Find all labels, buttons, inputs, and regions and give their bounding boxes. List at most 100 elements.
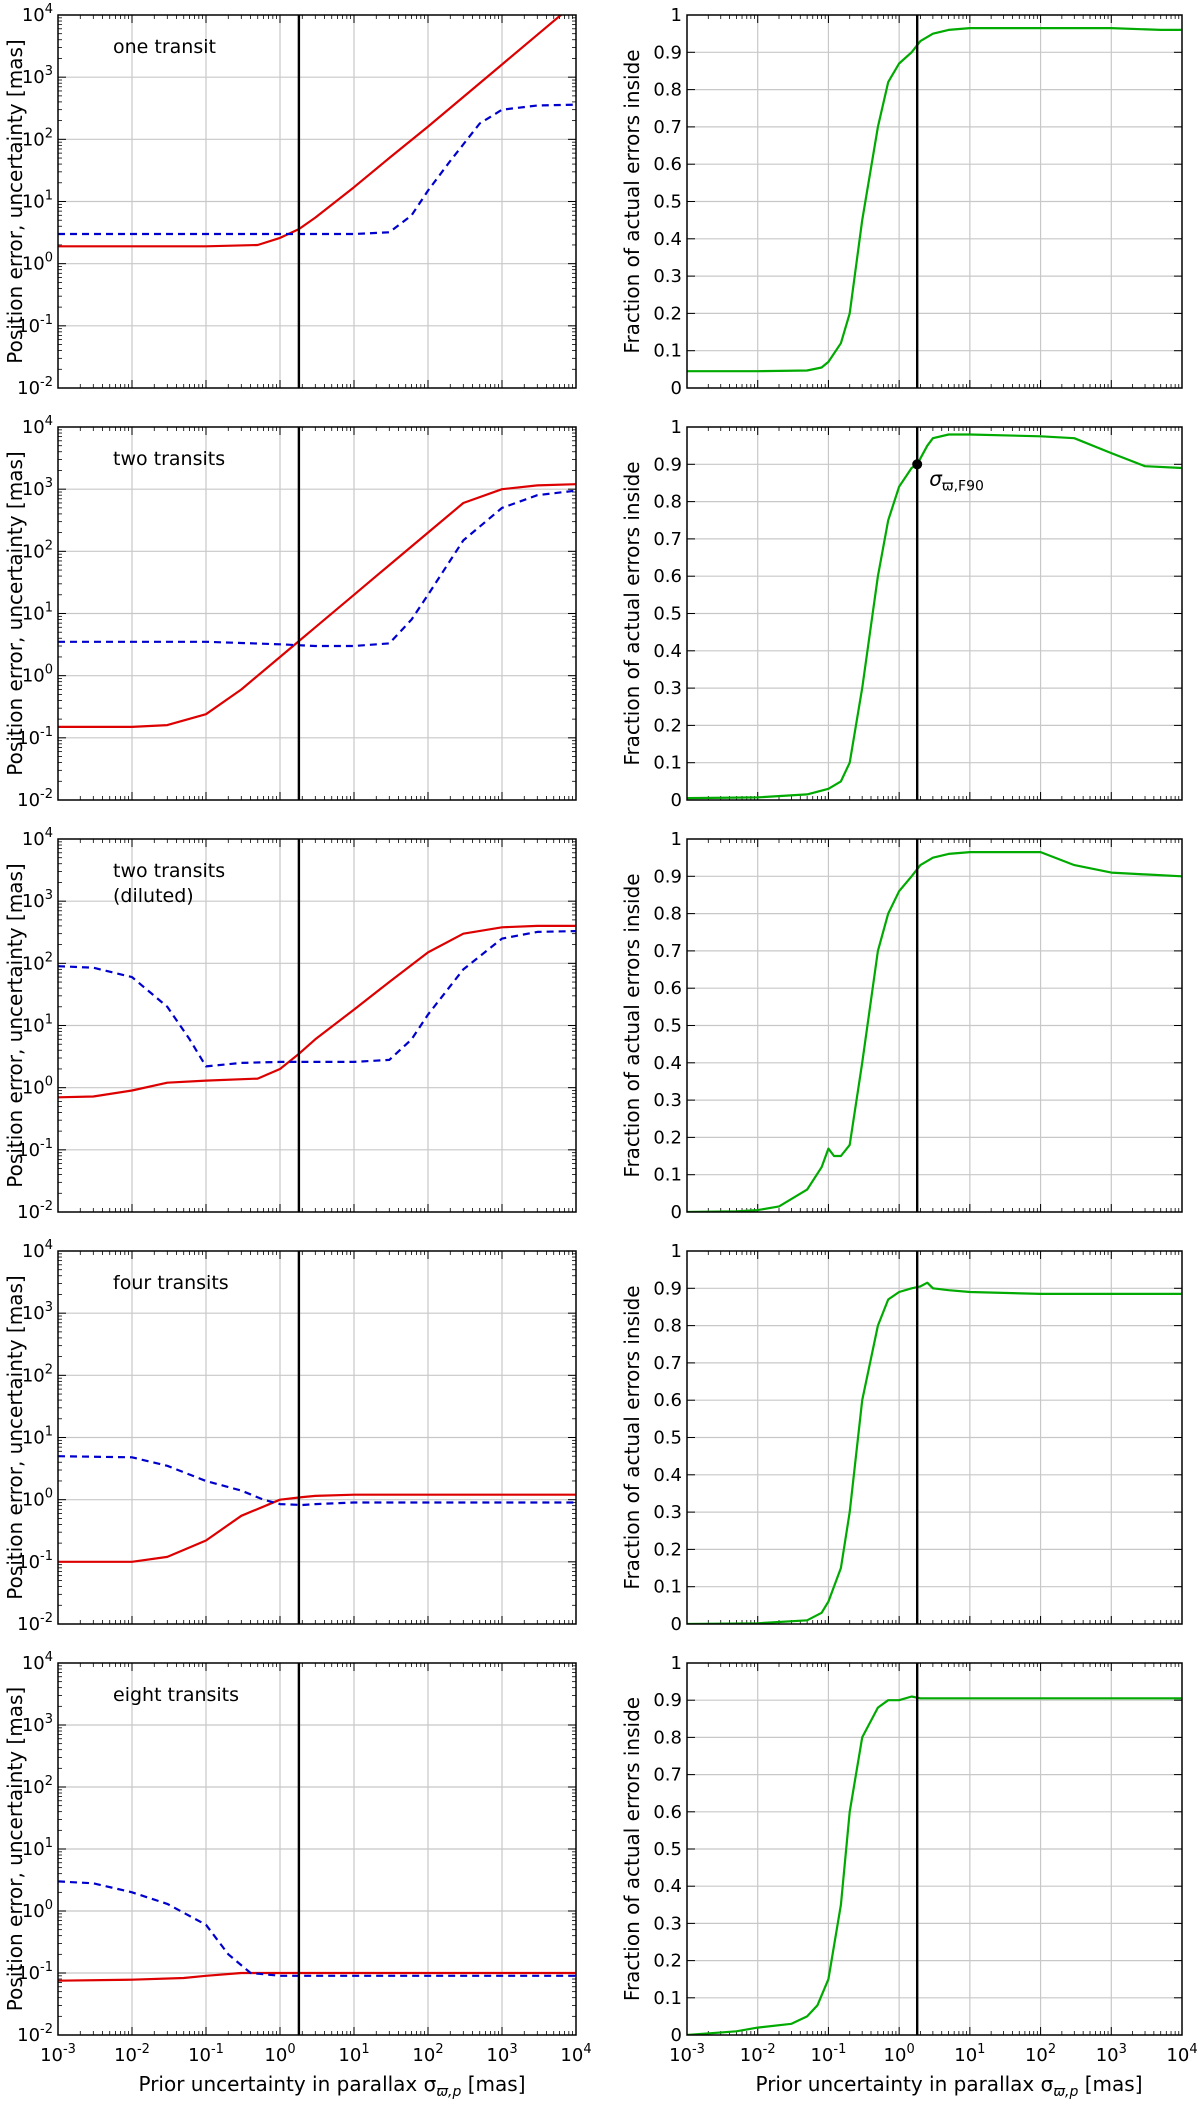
uncertainty-line [58,930,576,1068]
y-axis-label: Position error, uncertainty [mas] [3,39,27,363]
x-tick-label: 10-1 [810,2042,846,2066]
y-axis-label: Position error, uncertainty [mas] [3,1687,27,2011]
plot-area [687,433,1182,800]
fraction-line [687,433,1182,800]
y-tick-label: 0 [671,1614,682,1635]
chart-panel-right-0: 0 0.1 0.2 0.3 0.4 0.5 0.6 0.7 0.8 0.9 1 Fraction of… [620,5,1183,399]
fraction-line [687,1695,1182,2035]
panel-annotation: four transits [113,1272,229,1294]
y-tick-label: 10-1 [17,1549,53,1573]
x-tick-label: 102 [1025,2042,1056,2066]
chart-panel-left-2: 10-2 10-1 100 101 102 103 104 two transits (dilu… [3,826,577,1223]
y-tick-label: 100 [22,251,53,275]
y-tick-label: 102 [22,1774,53,1798]
y-tick-label: 0.6 [653,1390,682,1411]
panel-annotation: (diluted) [113,885,194,907]
x-axis-label-sub: ϖ,p [436,2084,461,2100]
chart-panel-left-1: 10-2 10-1 100 101 102 103 104 two transits Posit… [3,414,577,811]
y-tick-label: 103 [22,888,53,912]
y-tick-label: 1 [671,1241,682,1262]
chart-panel-left-4: 10-3 10-2 10-1 100 101 102 103 10410-210-110010… [3,1650,592,2066]
uncertainty-line [58,489,576,648]
y-tick-label: 0.8 [653,80,682,101]
y-tick-label: 104 [22,414,53,438]
y-tick-label: 102 [22,126,53,150]
y-tick-label: 0.3 [653,678,682,699]
y-tick-label: 0.8 [653,492,682,513]
y-tick-label: 0.9 [653,454,682,475]
y-tick-label: 0.8 [653,1316,682,1337]
y-tick-label: 0.4 [653,229,682,250]
y-tick-label: 100 [22,1898,53,1922]
axes-frame [686,1662,1183,2036]
y-axis-label: Fraction of actual errors inside [620,1285,644,1589]
y-tick-label: 0.5 [653,1839,682,1860]
y-tick-label: 0.9 [653,42,682,63]
y-tick-label: 102 [22,950,53,974]
plot-area [58,483,576,729]
y-tick-label: 0.4 [653,641,682,662]
plot-area [687,850,1182,1212]
y-tick-label: 104 [22,1650,53,1674]
uncertainty-line [58,1880,576,1977]
axes-frame [686,426,1183,801]
plot-area [58,1880,576,1982]
y-tick-label: 104 [22,2,53,26]
plot-area [687,27,1182,373]
y-tick-label: 100 [22,1487,53,1511]
f90-marker-dot [912,459,923,470]
x-tick-label: 103 [486,2042,517,2066]
y-tick-label: 101 [22,1425,53,1449]
y-tick-label: 1 [671,5,682,26]
y-tick-label: 10-1 [17,1960,53,1984]
x-tick-label: 10-3 [669,2042,705,2066]
panel-annotation: one transit [113,36,216,58]
axes-frame [57,838,577,1213]
axes-frame [686,838,1183,1213]
x-axis-label-unit: [mas] [1078,2072,1142,2096]
chart-panel-right-1: 0 0.1 0.2 0.3 0.4 0.5 0.6 0.7 0.8 0.9 1 σϖ,F90 Fract… [620,417,1183,811]
chart-panel-right-3: 0 0.1 0.2 0.3 0.4 0.5 0.6 0.7 0.8 0.9 1 Fraction of… [620,1241,1183,1635]
y-tick-label: 0.7 [653,1765,682,1786]
y-tick-label: 1 [671,829,682,850]
y-tick-label: 0.4 [653,1053,682,1074]
y-tick-label: 101 [22,601,53,625]
axes-frame [57,426,577,801]
x-tick-label: 10-1 [188,2042,224,2066]
x-tick-label: 103 [1096,2042,1127,2066]
f90-annotation: σϖ,F90 [929,466,984,494]
y-tick-label: 0.2 [653,715,682,736]
y-axis-label: Fraction of actual errors inside [620,49,644,353]
y-tick-label: 0.1 [653,1988,682,2009]
axes-frame [686,14,1183,389]
plot-area [687,1695,1182,2035]
panel-annotation: eight transits [113,1684,239,1706]
chart-panel-left-0: 10-2 10-1 100 101 102 103 104 one transit Positi… [3,2,577,399]
y-tick-label: 0.1 [653,1165,682,1186]
y-tick-label: 0 [671,1202,682,1223]
y-axis-label: Position error, uncertainty [mas] [3,1275,27,1599]
y-tick-label: 103 [22,1300,53,1324]
y-tick-label: 0.9 [653,1690,682,1711]
y-tick-label: 0.1 [653,753,682,774]
chart-panel-right-4: 10-3 10-2 10-1 100 101 102 103 104 0 0.1 0.2 0.3 0.4… [620,1653,1198,2066]
y-tick-label: 101 [22,1013,53,1037]
y-tick-label: 10-1 [17,725,53,749]
y-tick-label: 0.6 [653,1802,682,1823]
plot-area [58,1455,576,1563]
y-axis-label: Fraction of actual errors inside [620,1697,644,2001]
x-tick-label: 10-2 [114,2042,150,2066]
y-tick-label: 10-2 [17,1199,53,1223]
y-tick-label: 0.2 [653,1539,682,1560]
y-tick-label: 0.3 [653,1913,682,1934]
x-axis-label-right: Prior uncertainty in parallax σϖ,p [mas] [756,2072,1143,2100]
x-tick-label: 100 [264,2042,295,2066]
y-tick-label: 103 [22,64,53,88]
uncertainty-line [58,1455,576,1507]
y-tick-label: 0.4 [653,1876,682,1897]
x-tick-label: 101 [954,2042,985,2066]
axes-frame [57,1250,577,1625]
y-tick-label: 0.7 [653,1353,682,1374]
y-tick-label: 10-2 [17,787,53,811]
